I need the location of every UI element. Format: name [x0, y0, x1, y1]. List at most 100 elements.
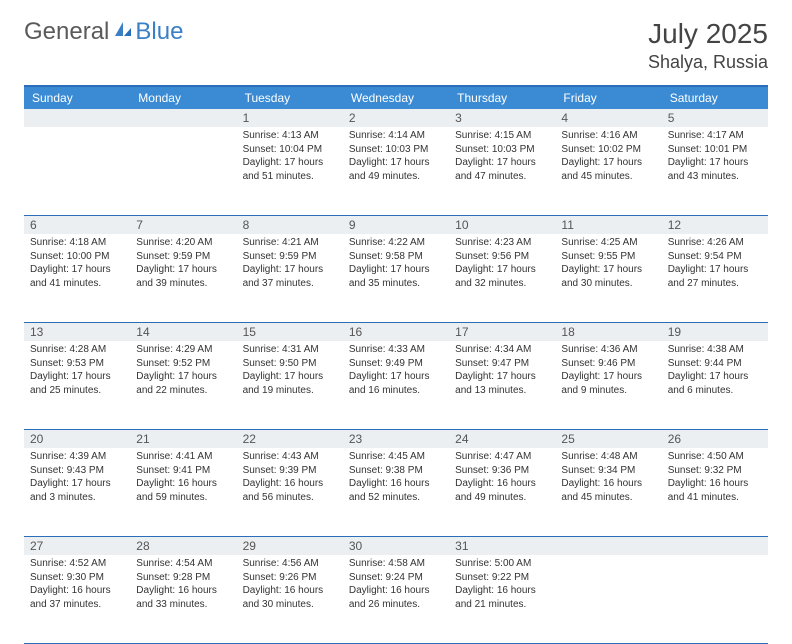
day-cell: Sunrise: 4:21 AMSunset: 9:59 PMDaylight:… [237, 234, 343, 322]
sunset-text: Sunset: 9:24 PM [349, 571, 443, 585]
sunrise-text: Sunrise: 4:21 AM [243, 236, 337, 250]
day-number: 15 [237, 323, 343, 341]
daylight-text: Daylight: 16 hours and 45 minutes. [561, 477, 655, 504]
sunrise-text: Sunrise: 4:29 AM [136, 343, 230, 357]
day-cell: Sunrise: 4:33 AMSunset: 9:49 PMDaylight:… [343, 341, 449, 429]
sunset-text: Sunset: 9:43 PM [30, 464, 124, 478]
day-number: 20 [24, 430, 130, 448]
day-number: 13 [24, 323, 130, 341]
day-cell: Sunrise: 4:22 AMSunset: 9:58 PMDaylight:… [343, 234, 449, 322]
day-number: 2 [343, 109, 449, 127]
sunrise-text: Sunrise: 4:26 AM [668, 236, 762, 250]
weeks-container: 12345Sunrise: 4:13 AMSunset: 10:04 PMDay… [24, 109, 768, 644]
daylight-text: Daylight: 16 hours and 52 minutes. [349, 477, 443, 504]
daylight-text: Daylight: 17 hours and 6 minutes. [668, 370, 762, 397]
sunset-text: Sunset: 10:03 PM [349, 143, 443, 157]
daylight-text: Daylight: 17 hours and 9 minutes. [561, 370, 655, 397]
logo-text-general: General [24, 18, 109, 46]
sunrise-text: Sunrise: 4:15 AM [455, 129, 549, 143]
day-number: 19 [662, 323, 768, 341]
day-cell [24, 127, 130, 215]
day-number: 10 [449, 216, 555, 234]
daylight-text: Daylight: 16 hours and 59 minutes. [136, 477, 230, 504]
week-row: Sunrise: 4:13 AMSunset: 10:04 PMDaylight… [24, 127, 768, 216]
sunrise-text: Sunrise: 4:47 AM [455, 450, 549, 464]
daylight-text: Daylight: 17 hours and 39 minutes. [136, 263, 230, 290]
day-number: 6 [24, 216, 130, 234]
sunrise-text: Sunrise: 4:22 AM [349, 236, 443, 250]
sunset-text: Sunset: 9:32 PM [668, 464, 762, 478]
daylight-text: Daylight: 17 hours and 51 minutes. [243, 156, 337, 183]
sunrise-text: Sunrise: 4:13 AM [243, 129, 337, 143]
day-cell: Sunrise: 4:23 AMSunset: 9:56 PMDaylight:… [449, 234, 555, 322]
day-number: 29 [237, 537, 343, 555]
day-number: 16 [343, 323, 449, 341]
sunset-text: Sunset: 9:30 PM [30, 571, 124, 585]
sunrise-text: Sunrise: 4:20 AM [136, 236, 230, 250]
sunset-text: Sunset: 9:44 PM [668, 357, 762, 371]
day-cell: Sunrise: 4:56 AMSunset: 9:26 PMDaylight:… [237, 555, 343, 643]
day-number: 26 [662, 430, 768, 448]
day-number: 22 [237, 430, 343, 448]
day-cell: Sunrise: 4:34 AMSunset: 9:47 PMDaylight:… [449, 341, 555, 429]
sunset-text: Sunset: 9:53 PM [30, 357, 124, 371]
week-number-row: 13141516171819 [24, 323, 768, 341]
daylight-text: Daylight: 17 hours and 32 minutes. [455, 263, 549, 290]
day-cell: Sunrise: 4:18 AMSunset: 10:00 PMDaylight… [24, 234, 130, 322]
day-number: 4 [555, 109, 661, 127]
day-number [24, 109, 130, 127]
page-header: General Blue July 2025 Shalya, Russia [24, 18, 768, 73]
sunrise-text: Sunrise: 4:50 AM [668, 450, 762, 464]
sunrise-text: Sunrise: 4:45 AM [349, 450, 443, 464]
day-number: 12 [662, 216, 768, 234]
day-number [130, 109, 236, 127]
week-number-row: 20212223242526 [24, 430, 768, 448]
day-cell [662, 555, 768, 643]
daylight-text: Daylight: 16 hours and 37 minutes. [30, 584, 124, 611]
day-number: 31 [449, 537, 555, 555]
sunrise-text: Sunrise: 4:58 AM [349, 557, 443, 571]
day-number: 1 [237, 109, 343, 127]
sunrise-text: Sunrise: 4:17 AM [668, 129, 762, 143]
daylight-text: Daylight: 16 hours and 49 minutes. [455, 477, 549, 504]
sunrise-text: Sunrise: 4:43 AM [243, 450, 337, 464]
sunrise-text: Sunrise: 4:25 AM [561, 236, 655, 250]
day-cell: Sunrise: 4:43 AMSunset: 9:39 PMDaylight:… [237, 448, 343, 536]
title-block: July 2025 Shalya, Russia [648, 18, 768, 73]
sunset-text: Sunset: 9:59 PM [243, 250, 337, 264]
sunset-text: Sunset: 9:26 PM [243, 571, 337, 585]
day-number: 9 [343, 216, 449, 234]
daylight-text: Daylight: 16 hours and 33 minutes. [136, 584, 230, 611]
daylight-text: Daylight: 17 hours and 45 minutes. [561, 156, 655, 183]
daylight-text: Daylight: 16 hours and 41 minutes. [668, 477, 762, 504]
sunset-text: Sunset: 9:46 PM [561, 357, 655, 371]
sunset-text: Sunset: 10:01 PM [668, 143, 762, 157]
sunrise-text: Sunrise: 4:38 AM [668, 343, 762, 357]
logo: General Blue [24, 18, 183, 46]
day-cell: Sunrise: 4:41 AMSunset: 9:41 PMDaylight:… [130, 448, 236, 536]
sunset-text: Sunset: 9:49 PM [349, 357, 443, 371]
day-number: 30 [343, 537, 449, 555]
sunset-text: Sunset: 9:34 PM [561, 464, 655, 478]
sunrise-text: Sunrise: 4:52 AM [30, 557, 124, 571]
day-number: 25 [555, 430, 661, 448]
day-number: 21 [130, 430, 236, 448]
sunset-text: Sunset: 9:59 PM [136, 250, 230, 264]
day-header-wednesday: Wednesday [343, 87, 449, 109]
day-cell: Sunrise: 4:54 AMSunset: 9:28 PMDaylight:… [130, 555, 236, 643]
day-cell: Sunrise: 4:50 AMSunset: 9:32 PMDaylight:… [662, 448, 768, 536]
day-number: 17 [449, 323, 555, 341]
logo-sail-icon [113, 20, 133, 45]
sunset-text: Sunset: 9:38 PM [349, 464, 443, 478]
month-year: July 2025 [648, 18, 768, 50]
day-number: 24 [449, 430, 555, 448]
daylight-text: Daylight: 16 hours and 26 minutes. [349, 584, 443, 611]
daylight-text: Daylight: 16 hours and 56 minutes. [243, 477, 337, 504]
day-number: 14 [130, 323, 236, 341]
calendar: SundayMondayTuesdayWednesdayThursdayFrid… [24, 85, 768, 644]
daylight-text: Daylight: 17 hours and 27 minutes. [668, 263, 762, 290]
day-cell: Sunrise: 4:45 AMSunset: 9:38 PMDaylight:… [343, 448, 449, 536]
day-cell: Sunrise: 4:25 AMSunset: 9:55 PMDaylight:… [555, 234, 661, 322]
sunrise-text: Sunrise: 4:33 AM [349, 343, 443, 357]
day-number: 8 [237, 216, 343, 234]
